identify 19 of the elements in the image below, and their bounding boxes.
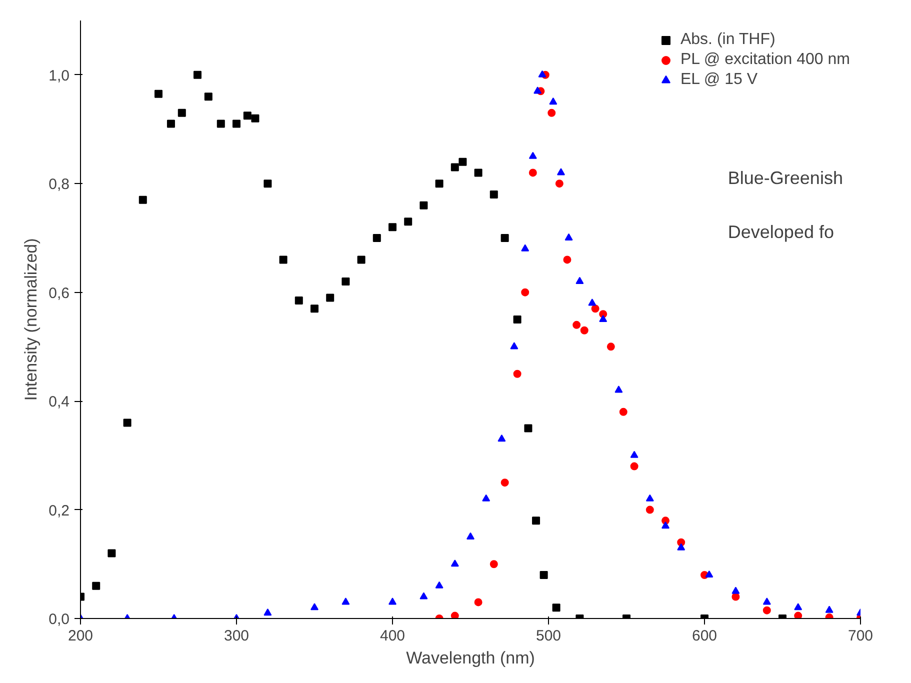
legend-label: PL @ excitation 400 nm	[680, 51, 850, 69]
x-tick-label: 200	[68, 628, 94, 644]
x-tick-label: 700	[848, 628, 874, 644]
y-tick-label: 0,4	[48, 394, 70, 411]
x-tick-label: 400	[380, 628, 406, 644]
legend-label: Abs. (in THF)	[680, 31, 776, 49]
y-tick-label: 0,8	[48, 176, 70, 194]
x-tick-label: 600	[692, 628, 718, 644]
x-tick-label: 500	[536, 628, 562, 644]
y-tick-label: 1,0	[48, 67, 70, 84]
annotation: Developed fo	[728, 222, 834, 242]
y-tick-label: 0,6	[48, 284, 70, 302]
y-axis-title: Intensity (normalized)	[22, 238, 41, 401]
x-tick-label: 300	[224, 628, 250, 644]
annotation: Blue-Greenish	[728, 168, 843, 188]
x-axis-title: Wavelength (nm)	[406, 648, 535, 668]
y-tick-label: 0,2	[48, 502, 70, 520]
legend-label: EL @ 15 V	[680, 71, 758, 89]
y-tick-label: 0,0	[48, 611, 70, 628]
